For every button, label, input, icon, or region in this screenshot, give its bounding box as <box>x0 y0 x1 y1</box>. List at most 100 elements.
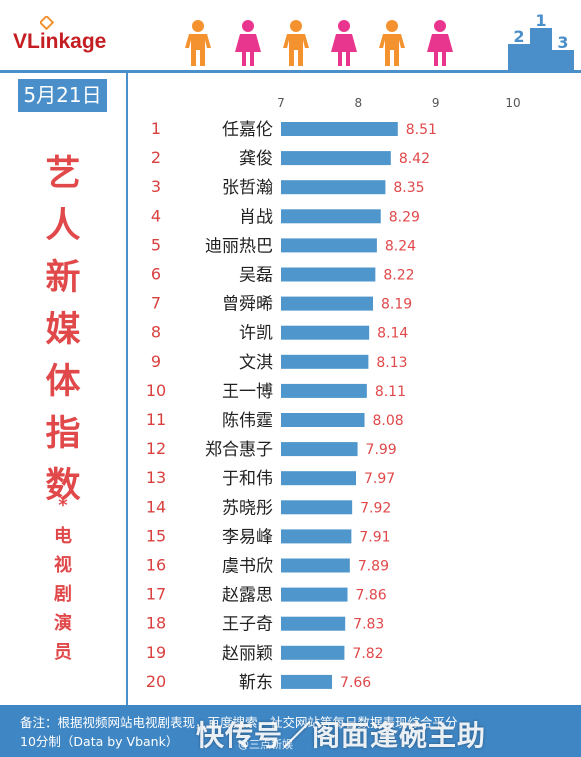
title-sub-char: 员 <box>54 642 72 663</box>
score-value-label: 7.91 <box>359 529 390 545</box>
footer-note-line1: 备注：根据视频网站电视剧表现，百度搜索，社交网站等每日数据表现综合平分 <box>20 715 458 730</box>
left-title-panel <box>0 118 126 705</box>
person-pink-icon <box>235 20 261 66</box>
score-bar <box>281 122 398 136</box>
ranking-bar-chart: 7 8 9 10 1 任嘉伦 8.51 2 龚俊 8.42 3 张哲瀚 8.35 4 肖战 8.29 5 迪丽热巴… <box>146 96 521 693</box>
vlinkage-logo: VLinkage <box>13 30 106 54</box>
artist-name-label: 郑合惠子 <box>205 440 273 460</box>
score-bar <box>281 180 386 195</box>
artist-name-label: 王一博 <box>222 382 273 402</box>
score-value-label: 7.99 <box>366 442 397 458</box>
score-value-label: 8.14 <box>377 326 408 342</box>
rank-number: 14 <box>146 497 166 516</box>
person-pink-icon <box>331 20 357 66</box>
score-bar <box>281 645 345 660</box>
artist-name-label: 赵露思 <box>222 586 273 606</box>
title-main-char: 体 <box>45 362 81 402</box>
footer-note: 备注：根据视频网站电视剧表现，百度搜索，社交网站等每日数据表现综合平分 10分制… <box>20 713 570 751</box>
artist-name-label: 肖战 <box>239 207 273 227</box>
title-sub-char: 演 <box>54 613 72 634</box>
x-tick-label: 8 <box>355 96 363 110</box>
score-bar <box>281 354 369 369</box>
rank-number: 15 <box>146 526 166 545</box>
score-value-label: 8.42 <box>399 151 430 167</box>
artist-name-label: 迪丽热巴 <box>205 236 273 256</box>
title-main-char: 艺 <box>45 154 81 194</box>
score-value-label: 7.82 <box>352 646 383 662</box>
header: VLinkage 2 1 3 <box>0 0 581 72</box>
watermark-handle: @三点新娱 <box>238 738 293 751</box>
date-badge: 5月21日 <box>18 79 107 112</box>
score-value-label: 8.51 <box>406 122 437 138</box>
score-value-label: 7.66 <box>340 675 371 691</box>
score-value-label: 7.86 <box>356 588 387 604</box>
header-divider <box>0 70 581 73</box>
rank-number: 19 <box>146 643 166 662</box>
score-bar <box>281 442 358 457</box>
rank-number: 20 <box>146 672 166 691</box>
footer: 备注：根据视频网站电视剧表现，百度搜索，社交网站等每日数据表现综合平分 10分制… <box>0 705 581 757</box>
score-bar <box>281 529 352 544</box>
person-pink-icon <box>427 20 453 66</box>
score-value-label: 8.11 <box>375 384 406 400</box>
artist-name-label: 李易峰 <box>222 527 273 547</box>
artist-name-label: 文淇 <box>239 353 273 373</box>
artist-name-label: 赵丽颖 <box>222 644 273 664</box>
score-bar <box>281 267 376 282</box>
artist-name-label: 陈伟霆 <box>222 411 273 431</box>
score-value-label: 8.19 <box>381 297 412 313</box>
score-bar <box>281 471 357 486</box>
chart-title-sub: 电视剧演员 <box>50 522 76 667</box>
title-main-char: 数 <box>45 466 81 506</box>
artist-name-label: 吴磊 <box>239 266 273 286</box>
svg-text:2: 2 <box>513 27 524 46</box>
rank-number: 7 <box>151 294 161 313</box>
rank-number: 5 <box>151 235 161 254</box>
score-bar <box>281 616 346 631</box>
score-value-label: 7.92 <box>360 500 391 516</box>
rank-number: 13 <box>146 468 166 487</box>
score-bar <box>281 325 370 340</box>
artist-name-label: 靳东 <box>239 673 273 693</box>
title-sub-char: 剧 <box>54 584 72 605</box>
score-value-label: 8.08 <box>373 413 404 429</box>
person-orange-icon <box>379 20 405 66</box>
rank-number: 18 <box>146 614 166 633</box>
score-bar <box>281 500 353 515</box>
rank-number: 6 <box>151 265 161 284</box>
artist-name-label: 王子奇 <box>222 615 273 635</box>
rank-number: 2 <box>151 148 161 167</box>
score-value-label: 8.13 <box>376 355 407 371</box>
person-orange-icon <box>185 20 211 66</box>
score-value-label: 8.22 <box>383 268 414 284</box>
artist-name-label: 虞书欣 <box>222 557 273 577</box>
footer-note-line2: 10分制（Data by Vbank） <box>20 734 179 749</box>
score-value-label: 7.83 <box>353 617 384 633</box>
title-main-char: 媒 <box>45 310 81 350</box>
rank-number: 17 <box>146 585 166 604</box>
title-main-char: 人 <box>45 206 81 246</box>
score-value-label: 8.24 <box>385 238 416 254</box>
rank-number: 8 <box>151 323 161 342</box>
score-value-label: 8.29 <box>389 209 420 225</box>
watermark: 快传号／阁面逢碗主助 <box>196 719 487 752</box>
rank-number: 1 <box>151 119 161 138</box>
x-tick-label: 7 <box>277 96 285 110</box>
score-value-label: 8.35 <box>393 180 424 196</box>
artist-name-label: 曾舜晞 <box>222 295 273 315</box>
x-tick-label: 9 <box>432 96 440 110</box>
score-bar <box>281 238 377 253</box>
score-bar <box>281 587 348 602</box>
rank-number: 9 <box>151 352 161 371</box>
rank-number: 11 <box>146 410 166 429</box>
svg-text:1: 1 <box>535 14 546 30</box>
rank-number: 12 <box>146 439 166 458</box>
artist-name-label: 于和伟 <box>222 469 273 489</box>
score-bar <box>281 209 381 224</box>
title-sub-char: 电 <box>54 526 72 547</box>
panel-divider <box>126 73 128 705</box>
rank-number: 4 <box>151 206 161 225</box>
artist-name-label: 龚俊 <box>239 149 273 169</box>
title-main-char: 新 <box>45 258 81 298</box>
score-bar <box>281 296 374 311</box>
